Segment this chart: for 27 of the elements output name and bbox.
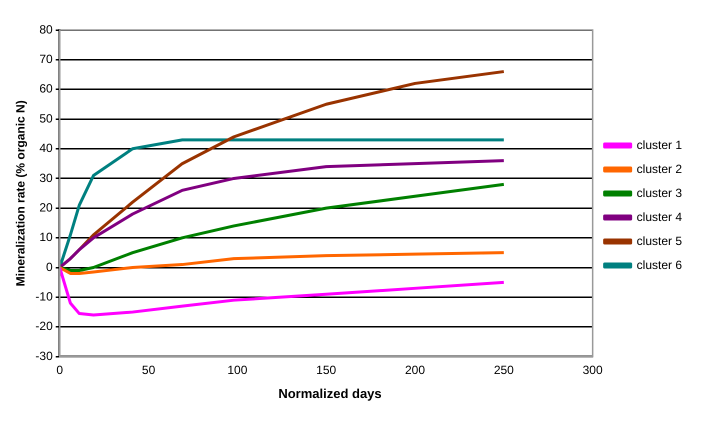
y-tick-label: 0 xyxy=(46,260,54,274)
x-tick-label: 50 xyxy=(142,363,156,378)
x-tick-label: 300 xyxy=(582,363,603,378)
legend-label: cluster 2 xyxy=(636,162,682,176)
y-tick-label: 20 xyxy=(39,200,54,214)
y-tick-label: -10 xyxy=(35,290,54,304)
legend-label: cluster 6 xyxy=(636,258,682,272)
y-tick-label: -20 xyxy=(35,319,54,334)
x-tick-label: 100 xyxy=(227,363,248,378)
y-tick-label: 10 xyxy=(39,230,54,244)
x-tick-label: 0 xyxy=(56,363,64,378)
legend-label: cluster 3 xyxy=(636,186,682,200)
y-tick-label: 30 xyxy=(39,170,54,185)
y-tick-label: 70 xyxy=(39,52,54,66)
y-tick-label: 60 xyxy=(39,82,54,96)
y-tick-label: 40 xyxy=(39,141,54,156)
x-tick-label: 200 xyxy=(405,363,426,378)
legend-label: cluster 4 xyxy=(636,210,682,224)
x-tick-label: 250 xyxy=(494,363,514,378)
x-axis-title: Normalized days xyxy=(277,386,383,401)
legend-label: cluster 1 xyxy=(636,138,682,152)
y-tick-label: 80 xyxy=(39,22,54,36)
y-tick-label: -30 xyxy=(35,348,54,363)
y-tick-label: 50 xyxy=(39,111,54,126)
legend-label: cluster 5 xyxy=(636,234,682,248)
x-tick-label: 150 xyxy=(316,363,337,378)
y-axis-title: Mineralization rate (% organic N) xyxy=(14,100,28,286)
